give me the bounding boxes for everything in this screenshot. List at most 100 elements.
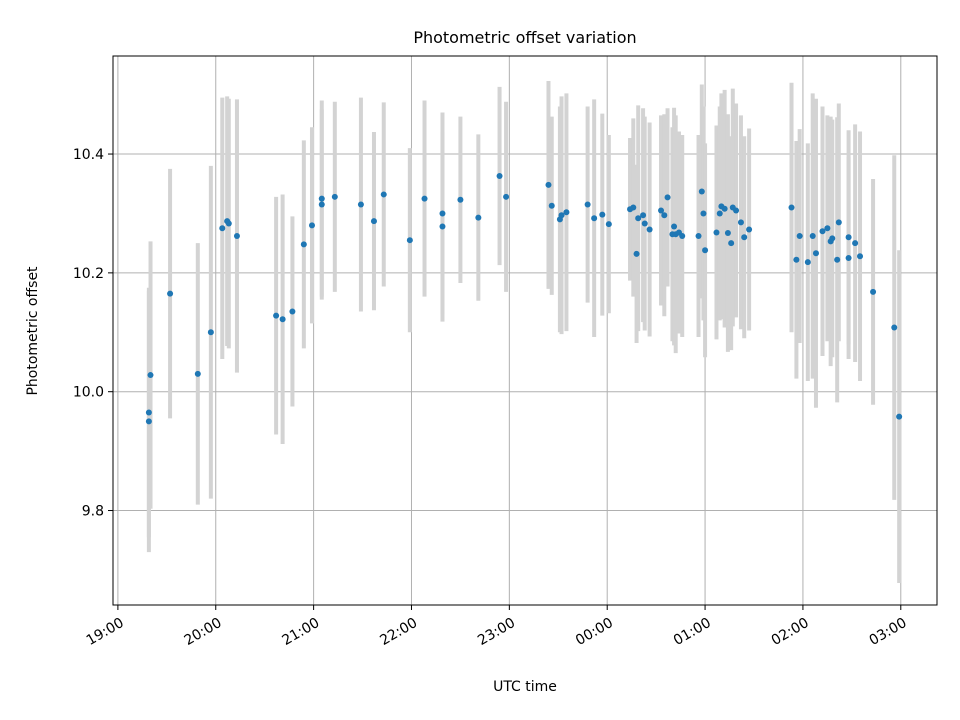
data-point [207, 329, 214, 336]
plot-frame [112, 55, 938, 606]
data-point [439, 223, 446, 230]
x-tick-label: 02:00 [769, 615, 812, 649]
data-point [308, 222, 315, 229]
data-point [728, 240, 735, 247]
data-point [331, 193, 338, 200]
x-tick-label: 03:00 [867, 615, 910, 649]
data-point [457, 196, 464, 203]
y-axis-label: Photometric offset [25, 266, 41, 396]
data-point [852, 240, 859, 247]
data-point [793, 256, 800, 263]
data-point [147, 372, 154, 379]
y-tick-label: 9.8 [82, 504, 104, 520]
data-point [289, 308, 296, 315]
data-point [318, 195, 325, 202]
data-point [633, 250, 640, 257]
x-tick-label: 19:00 [84, 615, 127, 649]
data-point [716, 210, 723, 217]
data-point [891, 324, 898, 331]
data-point [591, 215, 598, 222]
y-tick-label: 10.4 [73, 147, 104, 163]
chart-title: Photometric offset variation [413, 28, 636, 47]
data-point [145, 409, 152, 416]
data-point [563, 209, 570, 216]
data-point [145, 418, 152, 425]
x-axis-label: UTC time [493, 679, 557, 695]
data-point [318, 201, 325, 208]
data-point [824, 225, 831, 232]
data-point [857, 253, 864, 260]
data-point [545, 181, 552, 188]
data-point [558, 212, 565, 219]
data-point [496, 173, 503, 180]
data-point [896, 413, 903, 420]
data-point [834, 256, 841, 263]
data-point [605, 221, 612, 228]
data-point [357, 201, 364, 208]
data-point [300, 241, 307, 248]
data-point [702, 247, 709, 254]
points [145, 173, 903, 425]
data-point [721, 205, 728, 212]
data-point [796, 233, 803, 240]
data-point [700, 210, 707, 217]
data-point [664, 194, 671, 201]
data-point [724, 230, 731, 237]
data-point [809, 233, 816, 240]
data-point [370, 218, 377, 225]
data-point [630, 204, 637, 211]
data-point [737, 219, 744, 226]
x-axis: 19:00 20:00 21:00 22:00 23:00 00:00 01:00 02:00… [84, 605, 910, 649]
data-point [225, 220, 232, 227]
data-point [421, 195, 428, 202]
errorbars [146, 80, 902, 584]
data-point [167, 290, 174, 297]
x-tick-label: 00:00 [573, 615, 616, 649]
y-axis: 9.8 10.0 10.2 10.4 [73, 147, 113, 520]
data-point [741, 234, 748, 241]
x-tick-label: 21:00 [279, 615, 322, 649]
data-point [194, 370, 201, 377]
data-point [679, 233, 686, 240]
data-point [279, 316, 286, 323]
data-point [439, 210, 446, 217]
data-point [804, 259, 811, 266]
x-tick-label: 23:00 [475, 615, 518, 649]
data-point [788, 204, 795, 211]
data-point [695, 233, 702, 240]
data-point [641, 220, 648, 227]
data-point [548, 202, 555, 209]
data-point [870, 288, 877, 295]
data-point [646, 226, 653, 233]
data-point [698, 188, 705, 195]
data-point [233, 233, 240, 240]
data-point [273, 312, 280, 319]
data-point [812, 250, 819, 257]
data-point [845, 234, 852, 241]
data-point [746, 226, 753, 233]
y-tick-label: 10.2 [73, 266, 104, 282]
data-point [713, 229, 720, 236]
data-point [661, 212, 668, 219]
data-point [219, 225, 226, 232]
x-tick-label: 20:00 [182, 615, 225, 649]
data-point [671, 223, 678, 230]
data-point [819, 228, 826, 235]
data-point [584, 201, 591, 208]
data-point [599, 211, 606, 218]
x-tick-label: 01:00 [671, 615, 714, 649]
data-point [503, 193, 510, 200]
data-point [406, 237, 413, 244]
data-point [635, 215, 642, 222]
x-tick-label: 22:00 [377, 615, 420, 649]
data-point [829, 235, 836, 242]
data-point [475, 214, 482, 221]
data-point [380, 191, 387, 198]
y-tick-label: 10.0 [73, 385, 104, 401]
data-point [658, 207, 665, 214]
data-point [640, 212, 647, 219]
data-point [733, 207, 740, 214]
data-point [845, 255, 852, 262]
data-point [835, 219, 842, 226]
